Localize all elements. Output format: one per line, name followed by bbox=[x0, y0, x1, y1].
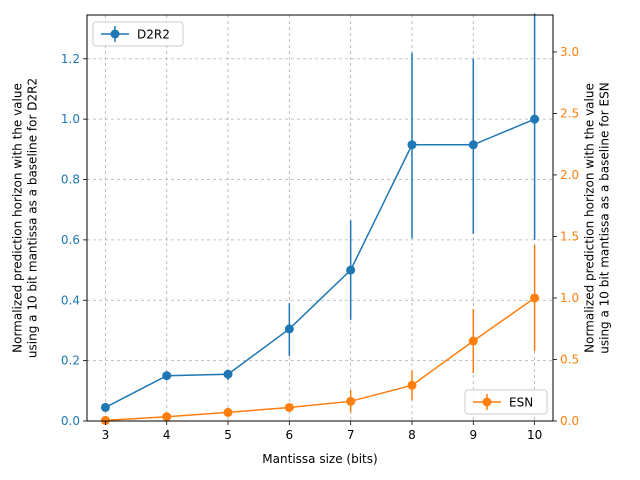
data-point bbox=[407, 380, 417, 390]
series-ESN bbox=[100, 245, 540, 425]
x-axis-label: Mantissa size (bits) bbox=[262, 452, 377, 466]
data-point bbox=[162, 371, 172, 381]
plot-frame bbox=[86, 14, 554, 422]
x-tick-label: 10 bbox=[527, 428, 542, 442]
y-axis-label-left: Normalized prediction horizon with the v… bbox=[11, 78, 40, 358]
data-point bbox=[346, 396, 356, 406]
series-layer bbox=[100, 13, 540, 425]
x-tick-label: 5 bbox=[224, 428, 232, 442]
data-point bbox=[407, 140, 417, 150]
y-axis-label-right: Normalized prediction horizon with the v… bbox=[583, 82, 612, 353]
data-point bbox=[284, 324, 294, 334]
axis-label-line: using a 10 bit mantissa as a baseline fo… bbox=[598, 82, 612, 353]
legend-ESN: ESN bbox=[464, 389, 548, 415]
axis-label-line: using a 10 bit mantissa as a baseline fo… bbox=[26, 78, 40, 358]
series-D2R2 bbox=[100, 13, 540, 412]
y-axis-right: 0.0 0.5 1.0 1.5 2.0 2.5 3.0 bbox=[553, 45, 579, 428]
x-tick-label: 3 bbox=[102, 428, 110, 442]
legend-box bbox=[464, 389, 548, 415]
series-line bbox=[105, 297, 536, 422]
legends: D2R2 ESN bbox=[92, 21, 548, 415]
y-right-tick-label: 1.0 bbox=[560, 291, 579, 305]
y-right-tick-label: 2.5 bbox=[560, 106, 579, 120]
data-point bbox=[223, 407, 233, 417]
data-point bbox=[162, 412, 172, 422]
y-left-tick-label: 0.0 bbox=[61, 414, 80, 428]
data-point bbox=[530, 114, 540, 124]
legend-label: D2R2 bbox=[137, 28, 170, 42]
data-point bbox=[284, 402, 294, 412]
y-left-tick-label: 0.6 bbox=[61, 233, 80, 247]
y-left-tick-label: 1.2 bbox=[61, 52, 80, 66]
x-axis: 3 4 5 6 7 8 9 10 bbox=[102, 421, 542, 442]
y-left-tick-label: 0.2 bbox=[61, 354, 80, 368]
y-right-tick-label: 1.5 bbox=[560, 229, 579, 243]
series-line bbox=[105, 118, 535, 409]
x-tick-label: 4 bbox=[163, 428, 171, 442]
data-point bbox=[223, 369, 233, 379]
y-left-tick-label: 1.0 bbox=[61, 112, 80, 126]
data-point bbox=[346, 265, 356, 275]
axis-label-line: Normalized prediction horizon with the v… bbox=[11, 83, 25, 353]
data-point bbox=[100, 402, 110, 412]
y-left-tick-label: 0.8 bbox=[61, 173, 80, 187]
data-point bbox=[100, 415, 110, 425]
legend-D2R2: D2R2 bbox=[92, 21, 184, 47]
x-tick-label: 8 bbox=[408, 428, 416, 442]
y-right-tick-label: 2.0 bbox=[560, 168, 579, 182]
y-right-tick-label: 3.0 bbox=[560, 45, 579, 59]
grid bbox=[87, 15, 553, 422]
data-point bbox=[468, 140, 478, 150]
legend-marker bbox=[110, 29, 120, 39]
x-tick-label: 7 bbox=[347, 428, 355, 442]
x-tick-label: 6 bbox=[286, 428, 294, 442]
y-right-tick-label: 0.0 bbox=[560, 414, 579, 428]
legend-marker bbox=[482, 397, 492, 407]
legend-label: ESN bbox=[509, 396, 533, 410]
data-point bbox=[530, 293, 540, 303]
y-axis-left: 0.0 0.2 0.4 0.6 0.8 1.0 1.2 bbox=[61, 52, 87, 428]
data-point bbox=[468, 336, 478, 346]
x-tick-label: 9 bbox=[469, 428, 477, 442]
y-right-tick-label: 0.5 bbox=[560, 352, 579, 366]
axis-label-line: Normalized prediction horizon with the v… bbox=[583, 83, 597, 353]
y-left-tick-label: 0.4 bbox=[61, 293, 80, 307]
